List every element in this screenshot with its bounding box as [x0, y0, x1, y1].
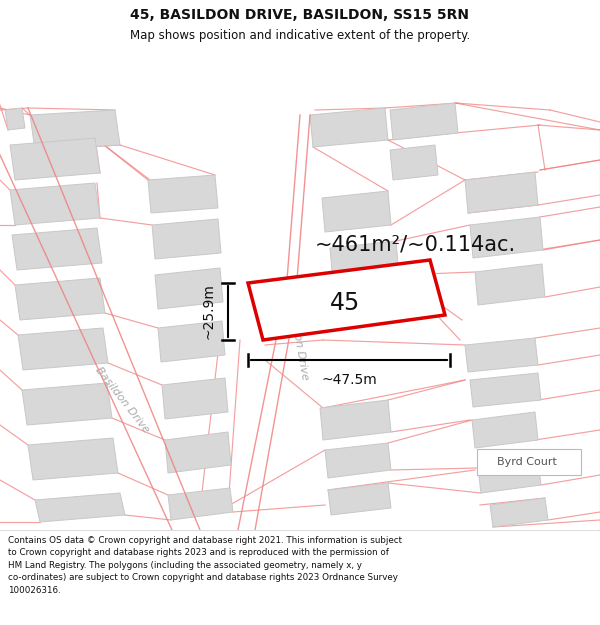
- Polygon shape: [22, 383, 112, 425]
- Polygon shape: [12, 228, 102, 270]
- Text: Basildon Drive: Basildon Drive: [93, 365, 151, 435]
- Polygon shape: [168, 488, 233, 520]
- Polygon shape: [390, 145, 438, 180]
- Polygon shape: [478, 460, 541, 493]
- Polygon shape: [10, 138, 100, 180]
- Text: ~461m²/~0.114ac.: ~461m²/~0.114ac.: [314, 235, 515, 255]
- Polygon shape: [15, 278, 105, 320]
- Polygon shape: [475, 264, 545, 305]
- Polygon shape: [30, 110, 120, 150]
- Polygon shape: [148, 175, 218, 213]
- Polygon shape: [325, 443, 391, 478]
- Polygon shape: [465, 172, 538, 213]
- Polygon shape: [320, 400, 391, 440]
- Polygon shape: [152, 219, 221, 259]
- Polygon shape: [490, 498, 548, 527]
- Polygon shape: [5, 108, 25, 130]
- Polygon shape: [248, 260, 445, 340]
- Polygon shape: [390, 103, 458, 140]
- Text: Map shows position and indicative extent of the property.: Map shows position and indicative extent…: [130, 29, 470, 42]
- Text: Basildon Drive: Basildon Drive: [286, 299, 310, 381]
- Text: ~47.5m: ~47.5m: [321, 373, 377, 387]
- Polygon shape: [310, 108, 388, 147]
- Text: ~25.9m: ~25.9m: [201, 283, 215, 339]
- Polygon shape: [162, 378, 228, 419]
- Polygon shape: [28, 438, 118, 480]
- Polygon shape: [158, 321, 225, 362]
- Text: Byrd Court: Byrd Court: [497, 457, 557, 467]
- Polygon shape: [322, 191, 391, 232]
- Polygon shape: [35, 493, 125, 522]
- Text: Contains OS data © Crown copyright and database right 2021. This information is : Contains OS data © Crown copyright and d…: [8, 536, 402, 595]
- Polygon shape: [328, 483, 391, 515]
- Polygon shape: [470, 217, 543, 258]
- Polygon shape: [10, 183, 100, 225]
- Polygon shape: [18, 328, 108, 370]
- Polygon shape: [472, 412, 538, 448]
- Text: 45, BASILDON DRIVE, BASILDON, SS15 5RN: 45, BASILDON DRIVE, BASILDON, SS15 5RN: [131, 8, 470, 22]
- Polygon shape: [470, 373, 541, 407]
- Polygon shape: [330, 241, 399, 282]
- Polygon shape: [155, 268, 223, 309]
- Polygon shape: [465, 338, 538, 372]
- Text: 45: 45: [330, 291, 360, 315]
- FancyBboxPatch shape: [477, 449, 581, 475]
- Polygon shape: [165, 432, 231, 473]
